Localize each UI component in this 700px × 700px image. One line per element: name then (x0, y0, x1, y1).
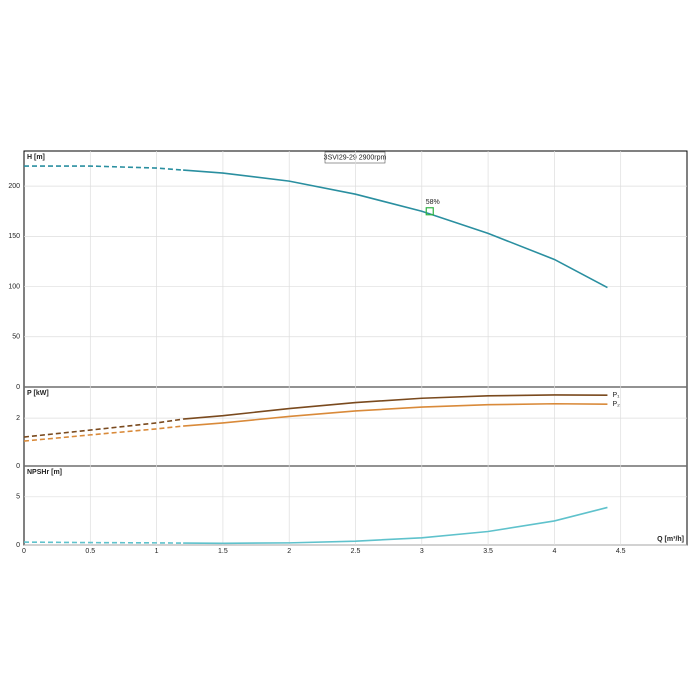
curve (23, 541, 184, 544)
y-tick-label: 0 (16, 542, 20, 549)
y-tick-label: 100 (8, 283, 20, 290)
x-tick-label: 3.5 (483, 548, 493, 555)
y-tick-label: 2 (16, 415, 20, 422)
y-tick-label: 5 (16, 494, 20, 501)
curve (23, 425, 184, 442)
x-tick-label: 2 (287, 548, 291, 555)
series-label: P₂ (612, 401, 620, 408)
title-box (324, 151, 386, 164)
y-axis-label: P [kW] (27, 390, 49, 397)
series-label: P₁ (612, 392, 620, 399)
x-tick-label: 0.5 (85, 548, 95, 555)
x-tick-label: 1.5 (218, 548, 228, 555)
y-axis-label: H [m] (27, 154, 45, 161)
y-tick-label: 150 (8, 233, 20, 240)
efficiency-marker (425, 207, 434, 216)
x-tick-label: 0 (22, 548, 26, 555)
x-tick-label: 3 (420, 548, 424, 555)
x-tick-label: 4.5 (616, 548, 626, 555)
annotation: 58% (426, 199, 440, 206)
curve (183, 402, 608, 427)
curve (183, 169, 608, 289)
curve (183, 394, 608, 420)
x-tick-label: 2.5 (351, 548, 361, 555)
y-tick-label: 50 (12, 334, 20, 341)
x-tick-label: 1 (155, 548, 159, 555)
curve (24, 165, 184, 171)
y-tick-label: 0 (16, 463, 20, 470)
y-axis-label: NPSHr [m] (27, 469, 62, 476)
x-tick-label: 4 (552, 548, 556, 555)
y-tick-label: 0 (16, 384, 20, 391)
y-tick-label: 200 (8, 183, 20, 190)
curve (183, 506, 608, 545)
curve (23, 418, 184, 438)
chart-title: 3SVI29-29 2900rpm (324, 154, 387, 161)
x-axis-label: Q [m³/h] (657, 536, 684, 543)
